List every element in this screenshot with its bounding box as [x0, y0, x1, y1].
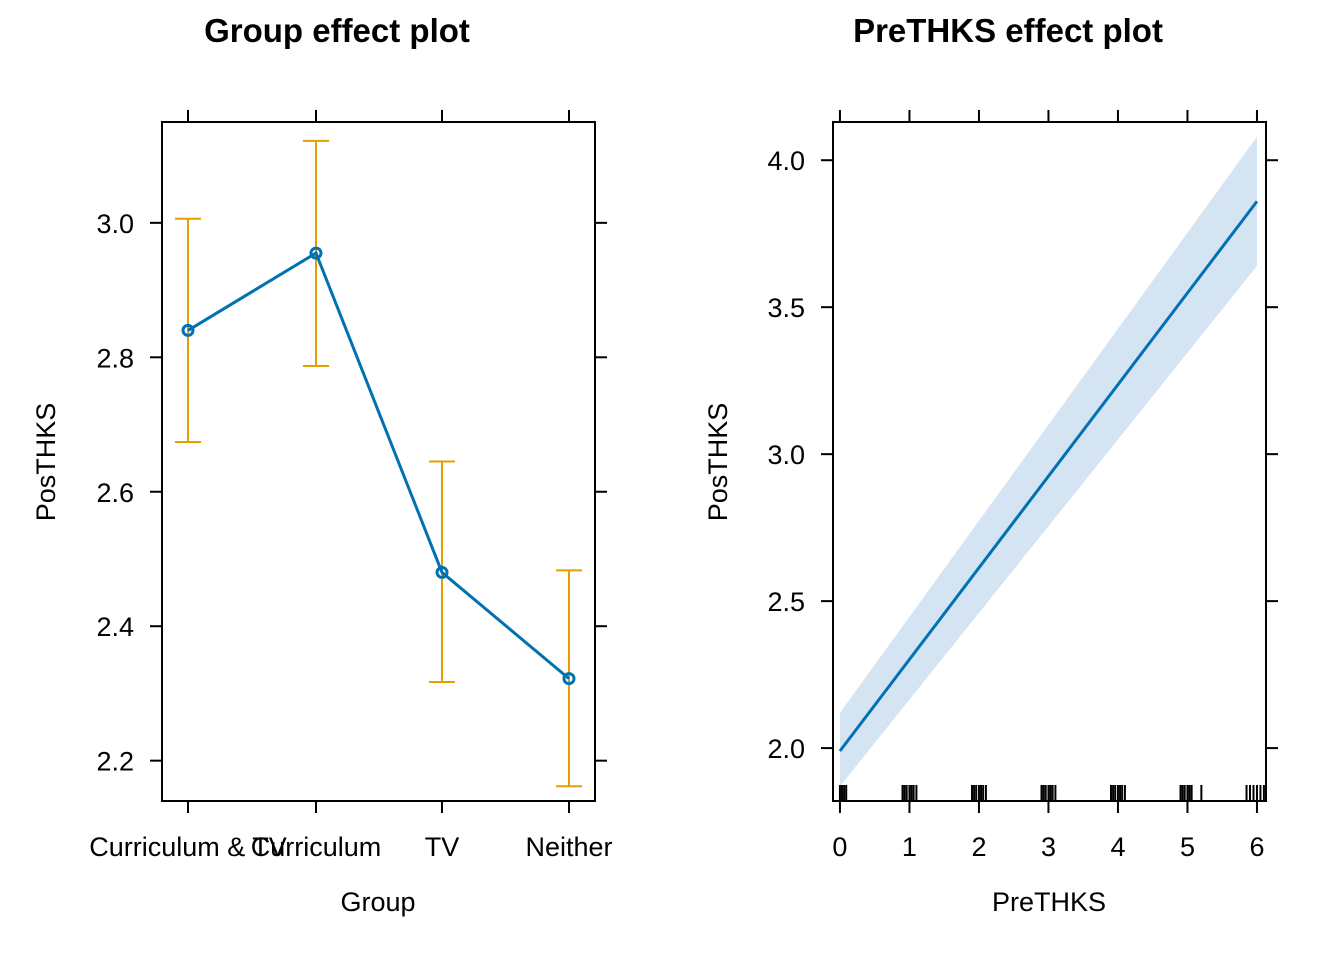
axis-ticks-prethks — [821, 110, 1278, 813]
x-axis-title-prethks: PreTHKS — [992, 887, 1106, 917]
y-tick-label: 3.0 — [96, 209, 134, 239]
y-tick-label: 2.0 — [767, 734, 805, 764]
x-tick-label: Curriculum & TV — [89, 832, 287, 862]
x-tick-label: 2 — [971, 832, 986, 862]
effect-line — [187, 250, 570, 680]
y-tick-label: 2.8 — [96, 343, 134, 373]
tick-labels-prethks: 0 1 2 3 4 5 6 2.0 2.5 3.0 3.5 4.0 — [767, 146, 1264, 862]
y-tick-label: 3.5 — [767, 293, 805, 323]
x-tick-label: Curriculum — [251, 832, 382, 862]
effect-line-group — [181, 246, 576, 686]
effect-line-prethks — [838, 200, 1259, 752]
x-tick-label: 1 — [902, 832, 917, 862]
y-axis-title-prethks: PosTHKS — [703, 403, 733, 522]
y-tick-label: 2.2 — [96, 747, 134, 777]
y-tick-label: 3.0 — [767, 440, 805, 470]
y-tick-label: 2.6 — [96, 478, 134, 508]
panel-prethks-effect: PreTHKS effect plot 0 1 2 3 4 5 6 2.0 2.5 3.0 3.5 4… — [703, 12, 1278, 917]
y-tick-label: 4.0 — [767, 146, 805, 176]
chart-title-group: Group effect plot — [204, 12, 470, 49]
x-tick-label: 0 — [832, 832, 847, 862]
data-point — [562, 672, 576, 686]
x-axis-title-group: Group — [340, 887, 415, 917]
plot-frame-group — [161, 121, 596, 802]
x-tick-label: Neither — [525, 832, 612, 862]
x-tick-label: 6 — [1249, 832, 1264, 862]
axis-ticks-group — [150, 110, 607, 813]
confidence-band-prethks — [839, 136, 1257, 787]
data-point — [309, 246, 323, 260]
panel-group-effect: Group effect plot Curriculum & TVCurricu… — [31, 12, 613, 917]
y-tick-label: 2.4 — [96, 612, 134, 642]
error-bars-group — [175, 139, 582, 788]
plot-frame-prethks — [832, 121, 1267, 802]
x-tick-label: 4 — [1110, 832, 1125, 862]
confidence-band — [839, 136, 1257, 787]
effect-line — [838, 200, 1259, 752]
x-tick-label: 5 — [1180, 832, 1195, 862]
data-point — [435, 565, 449, 579]
y-axis-title-group: PosTHKS — [31, 403, 61, 522]
x-tick-label: 3 — [1041, 832, 1056, 862]
x-tick-label: TV — [425, 832, 460, 862]
data-point — [181, 323, 195, 337]
chart-title-prethks: PreTHKS effect plot — [853, 12, 1163, 49]
y-tick-label: 2.5 — [767, 587, 805, 617]
rug-prethks — [838, 785, 1265, 801]
